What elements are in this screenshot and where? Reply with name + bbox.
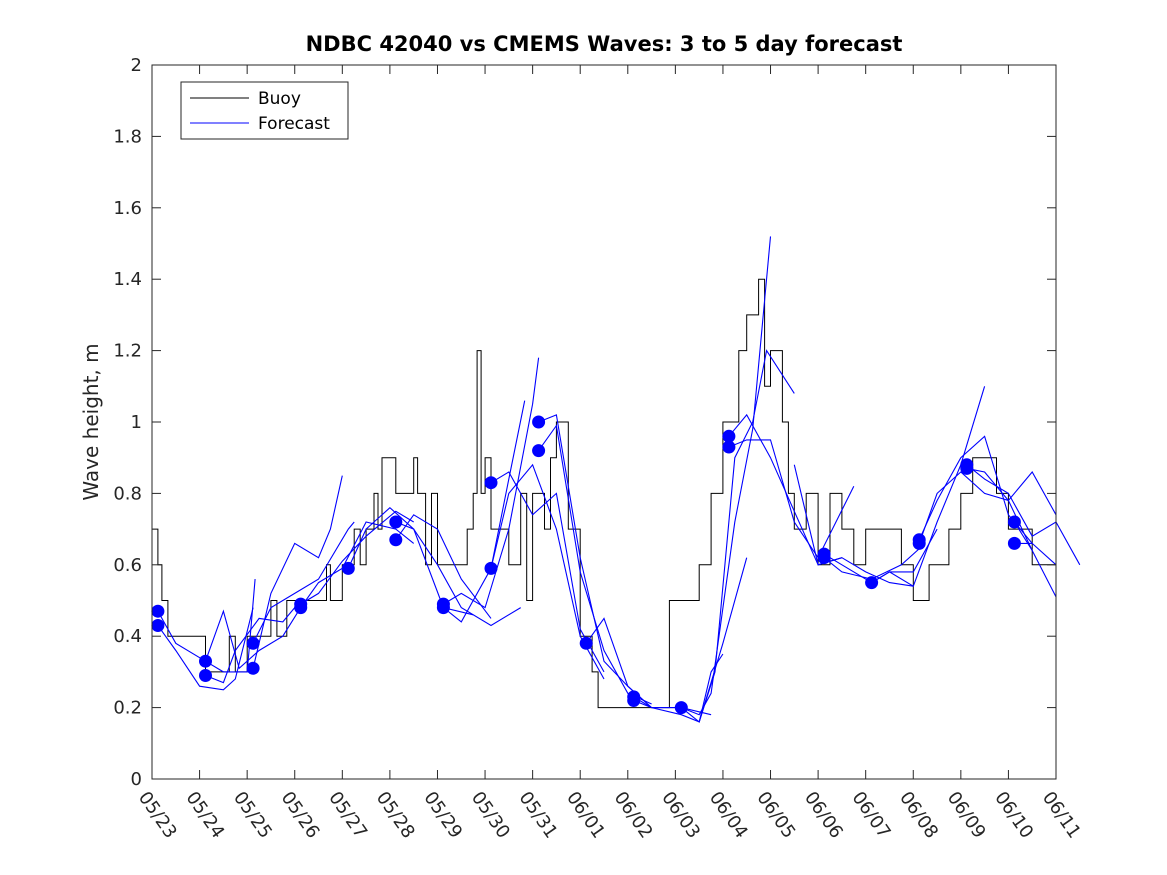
forecast-series-line [252, 475, 343, 669]
forecast-series-line [395, 514, 492, 619]
forecast-series-line [205, 600, 302, 684]
legend-forecast-label: Forecast [258, 114, 330, 134]
forecast-marker [151, 604, 165, 618]
forecast-marker [532, 415, 546, 429]
forecast-series-line [966, 467, 1057, 516]
chart-title: NDBC 42040 vs CMEMS Waves: 3 to 5 day fo… [306, 32, 903, 56]
forecast-marker [199, 669, 212, 682]
legend-buoy-label: Buoy [258, 89, 301, 109]
forecast-series-line [918, 471, 1033, 551]
marker-layer [151, 415, 1021, 715]
forecast-marker [151, 619, 165, 632]
forecast-series-line [698, 349, 795, 723]
y-tick-label: 1.8 [113, 126, 142, 147]
y-tick-label: 0.2 [113, 698, 142, 719]
y-tick-label: 2 [131, 55, 142, 76]
forecast-marker [1007, 536, 1021, 550]
forecast-marker [246, 636, 260, 650]
y-tick-label: 1.4 [113, 269, 142, 290]
forecast-marker [1007, 515, 1021, 529]
y-axis-label: Wave height, m [79, 343, 103, 500]
forecast-marker [722, 440, 736, 454]
forecast-series-line [871, 386, 986, 588]
forecast-series-line [681, 236, 772, 716]
forecast-marker [627, 694, 641, 707]
forecast-series-line [252, 521, 355, 644]
forecast-marker [294, 601, 308, 615]
forecast-series-line [633, 557, 748, 723]
forecast-marker [912, 536, 926, 550]
forecast-marker [674, 701, 688, 715]
legend: Buoy Forecast [180, 81, 349, 140]
y-axis: 0 0.2 0.4 0.6 0.8 1 1.2 1.4 1.6 1.8 2 [113, 55, 1056, 790]
forecast-marker [579, 636, 593, 650]
forecast-marker [199, 654, 212, 668]
forecast-marker [817, 551, 831, 565]
legend-box [180, 81, 349, 140]
buoy-series-line [152, 278, 1056, 709]
forecast-series-line [1013, 521, 1057, 598]
forecast-series-line [157, 607, 254, 691]
y-tick-label: 0.8 [113, 483, 142, 504]
forecast-series-line [633, 653, 724, 723]
forecast-series-line [793, 464, 914, 587]
forecast-series-line [300, 510, 414, 605]
forecast-marker [532, 444, 546, 458]
y-tick-label: 1.2 [113, 341, 142, 362]
forecast-marker [960, 461, 974, 475]
forecast-series-line [490, 471, 605, 673]
y-tick-label: 0.4 [113, 626, 142, 647]
forecast-series-line [204, 607, 302, 670]
forecast-series-line [728, 439, 855, 559]
forecast-marker [484, 476, 498, 490]
y-tick-label: 0 [131, 769, 142, 790]
forecast-marker [389, 533, 403, 547]
y-tick-label: 0.6 [113, 555, 142, 576]
y-tick-label: 1.6 [113, 198, 142, 219]
forecast-marker [484, 561, 498, 575]
forecast-marker [722, 429, 736, 443]
forecast-series-line [157, 579, 256, 673]
forecast-series-line [966, 464, 1081, 566]
y-tick-label: 1 [131, 412, 142, 433]
forecast-series-line [300, 521, 415, 608]
forecast-marker [246, 661, 260, 675]
forecast-marker [341, 561, 355, 575]
forecast-marker [389, 515, 403, 529]
forecast-series-line [395, 521, 521, 627]
forecast-marker [865, 576, 879, 590]
forecast-marker [436, 601, 450, 615]
